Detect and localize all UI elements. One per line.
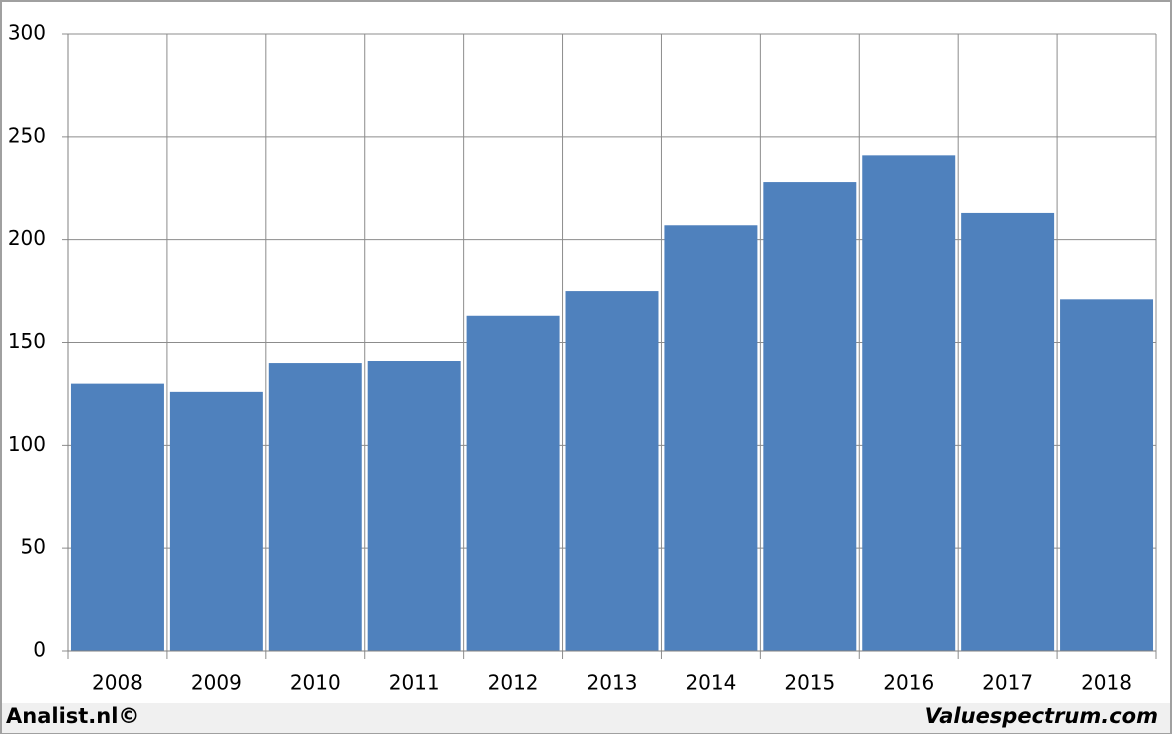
bar	[862, 155, 956, 652]
footer-left: Analist.nl©	[6, 704, 139, 728]
bar	[961, 212, 1055, 651]
y-tick-label: 250	[8, 123, 46, 147]
y-tick-label: 50	[21, 535, 46, 559]
x-tick-label: 2011	[389, 671, 440, 695]
x-tick-label: 2015	[784, 671, 835, 695]
bar	[70, 383, 164, 651]
bar	[1060, 299, 1154, 651]
y-tick-label: 200	[8, 226, 46, 250]
bar	[664, 225, 758, 651]
y-tick-label: 0	[33, 638, 46, 662]
x-tick-label: 2009	[191, 671, 242, 695]
footer-right: Valuespectrum.com	[925, 704, 1158, 728]
bar	[565, 291, 659, 651]
x-tick-label: 2008	[92, 671, 143, 695]
x-tick-label: 2010	[290, 671, 341, 695]
y-tick-label: 100	[8, 432, 46, 456]
bar	[169, 391, 263, 651]
y-tick-label: 150	[8, 329, 46, 353]
x-tick-label: 2012	[488, 671, 539, 695]
y-tick-label: 300	[8, 21, 46, 45]
x-tick-label: 2018	[1081, 671, 1132, 695]
x-tick-label: 2017	[982, 671, 1033, 695]
bar	[466, 315, 560, 651]
footer-band	[2, 703, 1170, 733]
bar	[268, 363, 362, 651]
bar	[367, 361, 461, 651]
x-tick-label: 2014	[685, 671, 736, 695]
x-tick-label: 2016	[883, 671, 934, 695]
x-tick-label: 2013	[587, 671, 638, 695]
bar	[763, 182, 857, 651]
